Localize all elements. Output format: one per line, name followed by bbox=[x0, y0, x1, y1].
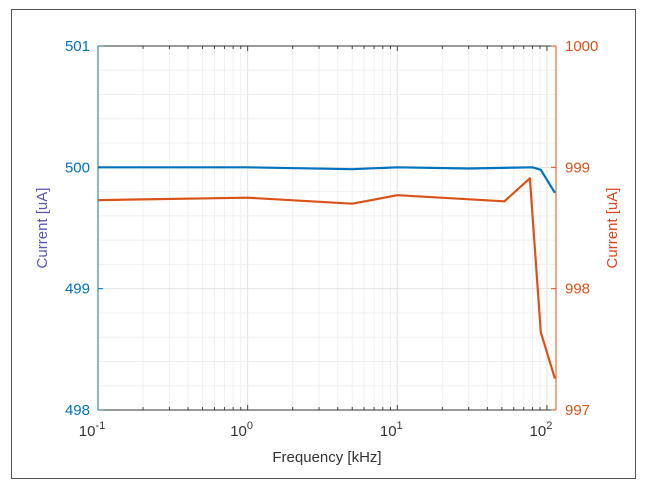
series-line-right bbox=[97, 177, 556, 379]
left-y-tick-label: 500 bbox=[65, 159, 90, 176]
x-tick-label: 10-1 bbox=[79, 420, 105, 440]
right-y-tick-label: 1000 bbox=[565, 38, 598, 55]
series-line-left bbox=[98, 166, 556, 194]
x-tick-label: 101 bbox=[380, 420, 403, 440]
left-y-tick-label: 499 bbox=[65, 281, 90, 298]
x-tick-label: 100 bbox=[230, 420, 253, 440]
left-y-axis-label: Current [uA] bbox=[34, 188, 51, 269]
right-y-tick-label: 998 bbox=[565, 281, 590, 298]
right-y-tick-label: 997 bbox=[565, 402, 590, 419]
left-y-tick-label: 498 bbox=[65, 402, 90, 419]
left-y-tick-label: 501 bbox=[65, 38, 90, 55]
right-y-tick-label: 999 bbox=[565, 159, 590, 176]
x-tick-label: 102 bbox=[530, 420, 553, 440]
figure-frame bbox=[11, 9, 636, 479]
x-axis-label: Frequency [kHz] bbox=[272, 449, 381, 466]
right-y-axis-label: Current [uA] bbox=[604, 188, 621, 269]
